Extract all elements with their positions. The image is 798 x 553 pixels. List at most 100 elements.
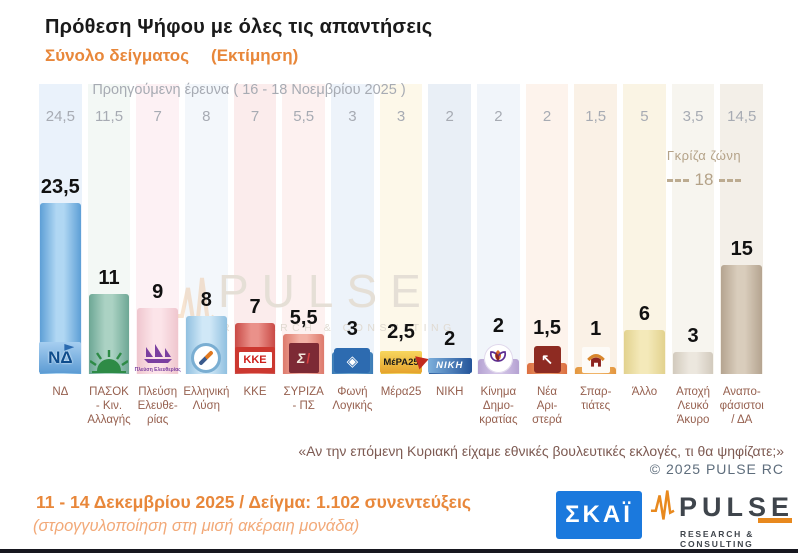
gray-zone-dash-left: [666, 178, 689, 182]
party-logo-slot: [85, 349, 134, 373]
pulse-logo-text: PULSE: [678, 492, 794, 522]
page-title: Πρόθεση Ψήφου με όλες τις απαντήσεις: [45, 16, 433, 38]
party-name-label: Νέα Αρι- στερά: [532, 386, 563, 426]
copyright-note: © 2025 PULSE RC: [649, 461, 784, 477]
column-stripe: [620, 84, 669, 374]
party-name-label: ΚΚΕ: [243, 386, 267, 398]
party-column: 2 ↖ 1,5: [523, 84, 572, 374]
column-stripe: [669, 84, 718, 374]
party-column: 5,5 Σ/5,5: [279, 84, 328, 374]
page-subtitle: Σύνολο δείγματος (Εκτίμηση): [45, 46, 298, 66]
party-bar: [672, 352, 714, 374]
plefsi-sailboat-logo: Πλεύση Ελευθερίας: [135, 342, 181, 373]
party-name-label: ΝΔ: [52, 386, 69, 398]
party-column: 7 Πλεύση Ελευθερίας 9: [133, 84, 182, 374]
party-logo-slot: Σ /: [279, 343, 328, 373]
spartan-helmet-icon: [586, 353, 605, 367]
fieldwork-dates-sample: 11 - 14 Δεκεμβρίου 2025 / Δείγμα: 1.102 …: [36, 492, 471, 512]
column-stripe-fill: [379, 84, 423, 374]
column-stripe: [474, 84, 523, 374]
previous-survey-value: 14,5: [727, 108, 757, 125]
column-stripe: [279, 84, 328, 374]
kke-logo: ΚΚΕ: [235, 347, 276, 373]
column-stripe-fill: [428, 84, 472, 374]
party-name-label: ΠΑΣΟΚ - Κιν. Αλλαγής: [87, 386, 131, 426]
nd-logo: ΝΔ: [39, 342, 82, 373]
current-value-label: 11: [98, 266, 120, 289]
elliniki-lysi-compass-logo: [191, 343, 222, 373]
party-column: 3 ◈ 3: [328, 84, 377, 374]
current-value-label: 6: [638, 303, 650, 326]
gray-zone-value: 18: [694, 170, 714, 189]
pulse-waveform-icon: [650, 490, 675, 520]
party-logo-text: ↖: [540, 351, 554, 369]
column-stripe: [523, 84, 572, 374]
column-stripe: [571, 84, 620, 374]
subtitle-sample: Σύνολο δείγματος: [45, 46, 190, 65]
party-logo-slot: ΚΚΕ: [231, 347, 280, 373]
party-bar: [624, 330, 665, 374]
column-stripe: [328, 84, 377, 374]
previous-survey-value: 24,5: [45, 108, 75, 125]
party-name-label: ΝΙΚΗ: [435, 386, 464, 398]
nea-aristera-arrow-logo: ↖: [533, 346, 561, 373]
party-name-label: Μέρα25: [380, 386, 422, 398]
column-stripe-fill: [671, 84, 715, 374]
current-value-label: 5,5: [289, 306, 318, 329]
previous-survey-value: 2: [494, 108, 503, 125]
previous-survey-value: 11,5: [94, 108, 124, 125]
party-logo-slot: ΝΔ: [36, 342, 85, 373]
party-logo-slot: Πλεύση Ελευθερίας: [133, 342, 182, 373]
pulse-logo-accent: [758, 518, 792, 523]
party-column: 7 ΚΚΕ 7: [231, 84, 280, 374]
watermark-subtext: RESEARCH & CONSULTING: [222, 322, 456, 334]
gray-zone-label: Γκρίζα ζώνη: [666, 148, 742, 163]
pulse-logo: PULSE RESEARCH & CONSULTING: [650, 487, 794, 549]
mera25-logo: ΜέΡΑ25: [380, 351, 431, 373]
current-value-label: 2: [492, 315, 504, 337]
party-logo-slot: [474, 344, 523, 373]
spartiates-helmet-logo: [581, 347, 610, 373]
previous-survey-value: 3,5: [682, 108, 704, 125]
gray-zone-annotation: Γκρίζα ζώνη 18: [648, 148, 760, 190]
column-stripe-fill: [477, 84, 520, 374]
current-value-label: 9: [152, 281, 164, 304]
syriza-flag-accent: /: [306, 350, 311, 366]
party-logo-slot: ΜέΡΑ25: [377, 351, 431, 373]
bars-layer: 24,5 ΝΔ 23,5 11,5 11 7 Πλεύση Ελευθερίας 9 8 8 7 ΚΚ…: [36, 84, 766, 374]
compass-needle-icon: [198, 350, 215, 366]
column-stripe-fill: [331, 84, 374, 374]
gray-zone-dash-right: [719, 178, 742, 182]
current-value-label: 15: [730, 237, 753, 260]
previous-survey-value: 5: [640, 108, 649, 125]
party-column: 14,5 15: [717, 84, 766, 374]
party-logo-slot: ΝΙΚΗ: [425, 358, 474, 373]
party-logo-text: ΝΔ: [48, 347, 73, 367]
party-column: 3 ΜέΡΑ25 2,5: [377, 84, 431, 374]
party-column: 3,5 3: [669, 84, 718, 374]
party-name-label: Αναπο- φάσιστοι / ΔΑ: [719, 386, 764, 426]
previous-survey-value: 2: [542, 108, 552, 125]
party-bar: [721, 264, 763, 374]
party-name-label: Σπαρ- τιάτες: [580, 386, 612, 412]
pasok-sun-icon: [90, 350, 128, 373]
foni-logikis-logo: ◈: [334, 348, 371, 373]
party-column: 11,5 11: [85, 84, 134, 374]
previous-survey-header: Προηγούμενη έρευνα ( 16 - 18 Νοεμβρίου 2…: [92, 82, 406, 98]
current-value-label: 2,5: [387, 321, 415, 343]
skai-logo: ΣΚΑΪ: [556, 491, 642, 539]
party-column: 2 ΝΙΚΗ 2: [425, 84, 474, 374]
current-value-label: 8: [200, 288, 212, 311]
niki-logo: ΝΙΚΗ: [427, 358, 472, 373]
current-value-label: 1,5: [533, 317, 561, 339]
previous-survey-value: 5,5: [293, 108, 315, 125]
party-column: 1,5 1: [571, 84, 620, 374]
previous-survey-value: 2: [445, 108, 454, 125]
subtitle-estimate: (Εκτίμηση): [211, 46, 299, 65]
party-logo-text: ΚΚΕ: [243, 354, 267, 366]
party-name-label: Πλεύση Ελευθε- ρίας: [137, 386, 178, 426]
party-logo-text: Πλεύση Ελευθερίας: [134, 367, 181, 373]
column-stripe-fill: [574, 84, 618, 374]
